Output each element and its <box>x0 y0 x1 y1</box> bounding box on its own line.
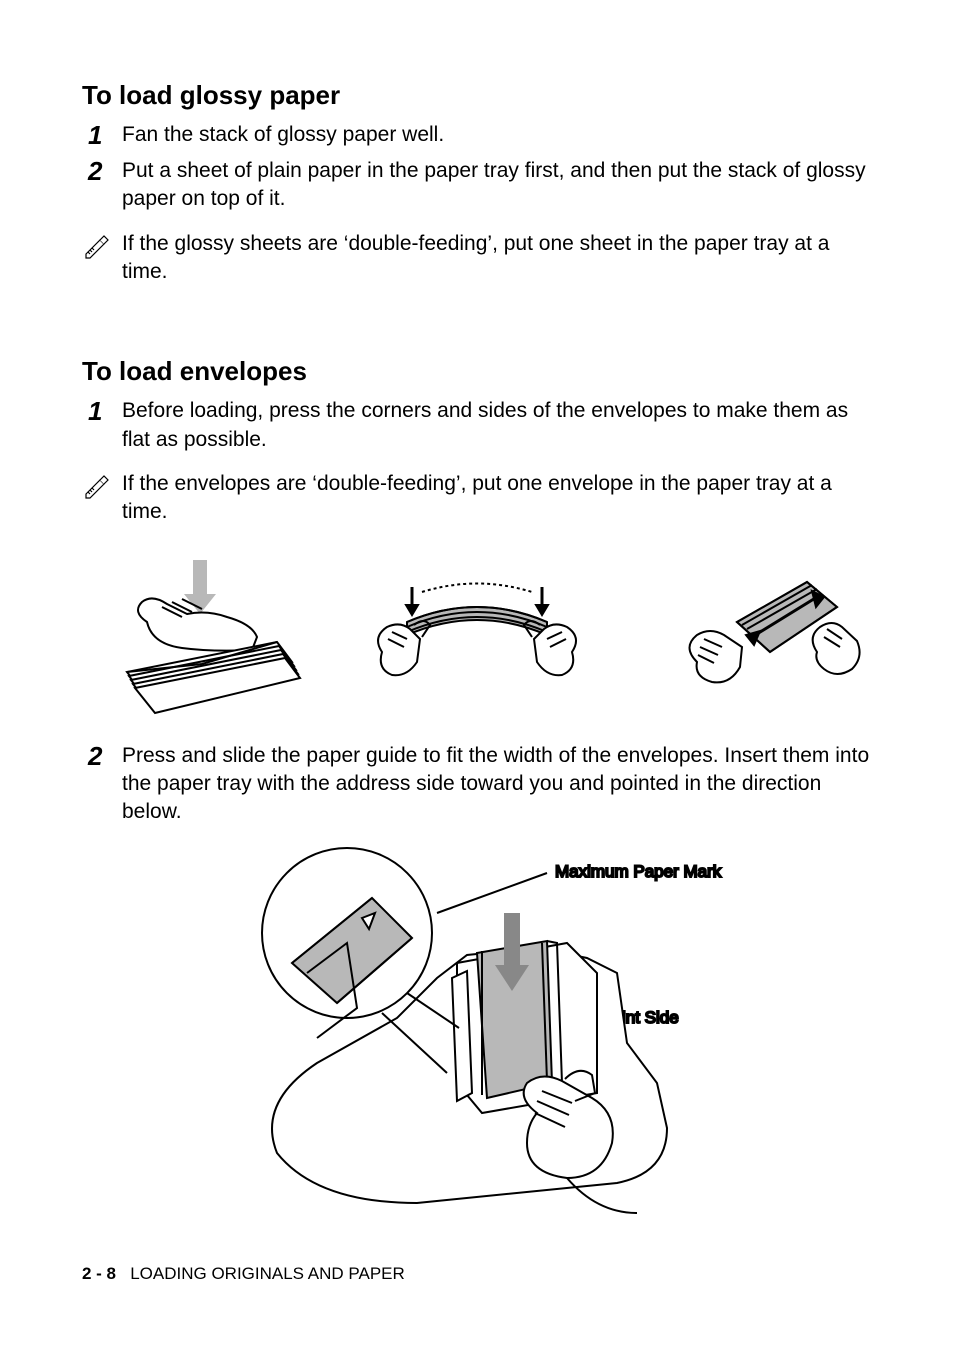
step-row: 2 Put a sheet of plain paper in the pape… <box>82 157 872 214</box>
note-text: If the envelopes are ‘double-feeding’, p… <box>122 470 872 527</box>
step-text: Press and slide the paper guide to fit t… <box>122 742 872 827</box>
step-text: Before loading, press the corners and si… <box>122 397 872 454</box>
illus-press-stack <box>92 552 312 722</box>
note-icon <box>82 230 122 262</box>
step-row: 2 Press and slide the paper guide to fit… <box>82 742 872 827</box>
step-text: Put a sheet of plain paper in the paper … <box>122 157 872 214</box>
printer-load-illustration: Maximum Paper Mark Print Side <box>82 833 872 1243</box>
heading-glossy: To load glossy paper <box>82 80 872 111</box>
envelope-prep-illustrations <box>82 537 872 742</box>
step-row: 1 Fan the stack of glossy paper well. <box>82 121 872 151</box>
step-row: 1 Before loading, press the corners and … <box>82 397 872 454</box>
step-number: 2 <box>82 157 122 187</box>
step-number: 2 <box>82 742 122 772</box>
illus-flex-envelope <box>352 567 602 707</box>
step-number: 1 <box>82 397 122 427</box>
note-icon <box>82 470 122 502</box>
page-number: 2 - 8 <box>82 1264 116 1283</box>
label-max-mark: Maximum Paper Mark <box>555 862 722 881</box>
heading-envelopes: To load envelopes <box>82 356 872 387</box>
note-row: If the glossy sheets are ‘double-feeding… <box>82 230 872 287</box>
note-row: If the envelopes are ‘double-feeding’, p… <box>82 470 872 527</box>
illus-bend-diagonal <box>642 567 872 707</box>
step-number: 1 <box>82 121 122 151</box>
chapter-title: LOADING ORIGINALS AND PAPER <box>130 1264 405 1283</box>
page-footer: 2 - 8 LOADING ORIGINALS AND PAPER <box>82 1264 405 1284</box>
step-text: Fan the stack of glossy paper well. <box>122 121 872 149</box>
note-text: If the glossy sheets are ‘double-feeding… <box>122 230 872 287</box>
